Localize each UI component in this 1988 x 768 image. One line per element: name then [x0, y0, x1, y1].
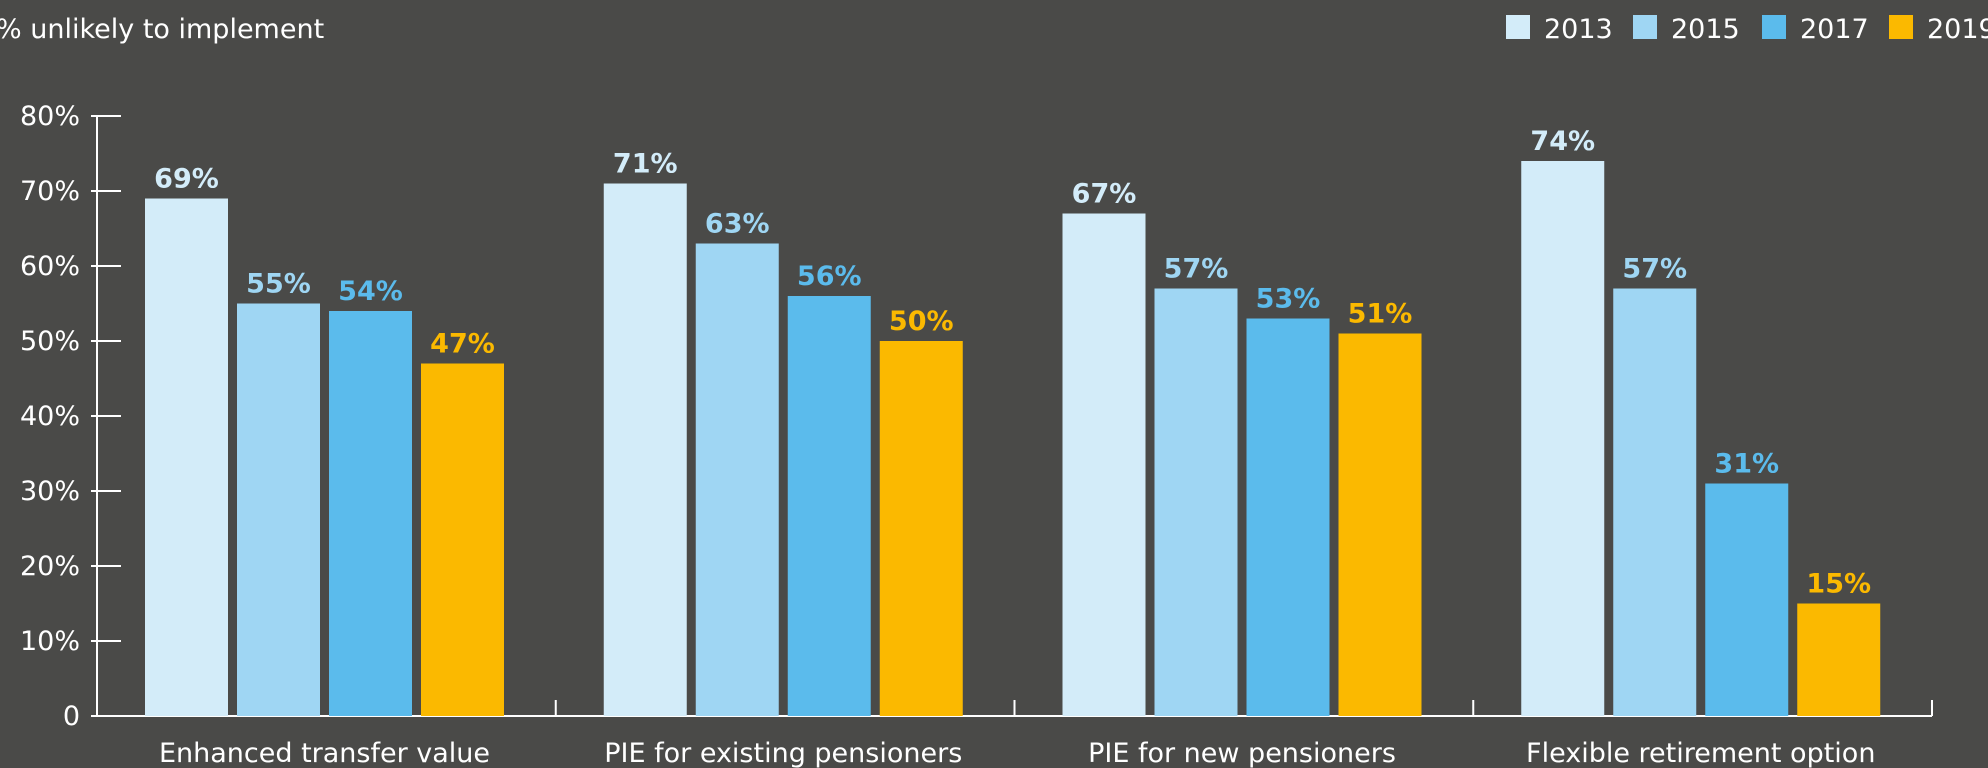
bar	[1338, 333, 1422, 716]
legend-swatch	[1506, 15, 1530, 39]
y-tick-label: 60%	[20, 251, 80, 282]
y-tick-label: 20%	[20, 551, 80, 582]
bar	[237, 303, 320, 716]
bar	[1062, 213, 1146, 716]
bar	[879, 341, 963, 716]
legend-swatch	[1889, 15, 1913, 39]
x-tick-label: Flexible retirement option	[1526, 738, 1875, 768]
data-label: 54%	[338, 276, 403, 307]
x-tick-label: PIE for existing pensioners	[604, 738, 962, 768]
legend-label: 2015	[1671, 14, 1740, 45]
y-tick-label: 80%	[20, 101, 80, 132]
bar	[1613, 288, 1697, 716]
data-label: 69%	[154, 164, 219, 195]
legend-label: 2017	[1800, 14, 1869, 45]
legend-label: 2019	[1927, 14, 1988, 45]
data-label: 47%	[430, 329, 495, 360]
data-label: 56%	[797, 261, 862, 292]
data-label: 15%	[1806, 569, 1871, 600]
bar	[421, 363, 504, 716]
bar	[1521, 161, 1605, 716]
axes: 0 10% 20% 30% 40% 50% 60% 70% 80% Enhanced transf…	[20, 101, 1933, 768]
y-tick-label: 40%	[20, 401, 80, 432]
x-tick-label: Enhanced transfer value	[159, 738, 490, 768]
bar	[1797, 603, 1881, 716]
data-label: 55%	[246, 269, 311, 300]
bar	[145, 198, 228, 716]
bar	[695, 243, 779, 716]
legend-swatch	[1633, 15, 1657, 39]
data-label: 57%	[1164, 254, 1229, 285]
bar	[603, 183, 687, 716]
x-tick-label: PIE for new pensioners	[1088, 738, 1396, 768]
data-label: 63%	[705, 209, 770, 240]
data-label: 74%	[1530, 126, 1595, 157]
y-tick-label: 30%	[20, 476, 80, 507]
data-label: 51%	[1348, 299, 1413, 330]
data-label: 53%	[1256, 284, 1321, 315]
bar	[1154, 288, 1238, 716]
legend-label: 2013	[1544, 14, 1613, 45]
bar	[1705, 483, 1789, 716]
y-tick-label: 70%	[20, 176, 80, 207]
bar	[1246, 318, 1330, 716]
legend: 2013 2015 2017 2019	[1506, 14, 1988, 45]
y-tick-label: 0	[63, 701, 80, 732]
bar	[787, 296, 871, 716]
y-tick-label: 10%	[20, 626, 80, 657]
data-label: 31%	[1714, 449, 1779, 480]
data-label: 50%	[889, 306, 954, 337]
y-tick-label: 50%	[20, 326, 80, 357]
bars: 69% 55% 54% 47% 71% 63% 56% 50% 67% 57% 53% 51% 74% 5…	[145, 126, 1881, 716]
data-label: 71%	[613, 149, 678, 180]
data-label: 67%	[1072, 179, 1137, 210]
bar	[329, 311, 412, 716]
data-label: 57%	[1622, 254, 1687, 285]
y-axis-title: % unlikely to implement	[0, 14, 324, 45]
legend-swatch	[1762, 15, 1786, 39]
